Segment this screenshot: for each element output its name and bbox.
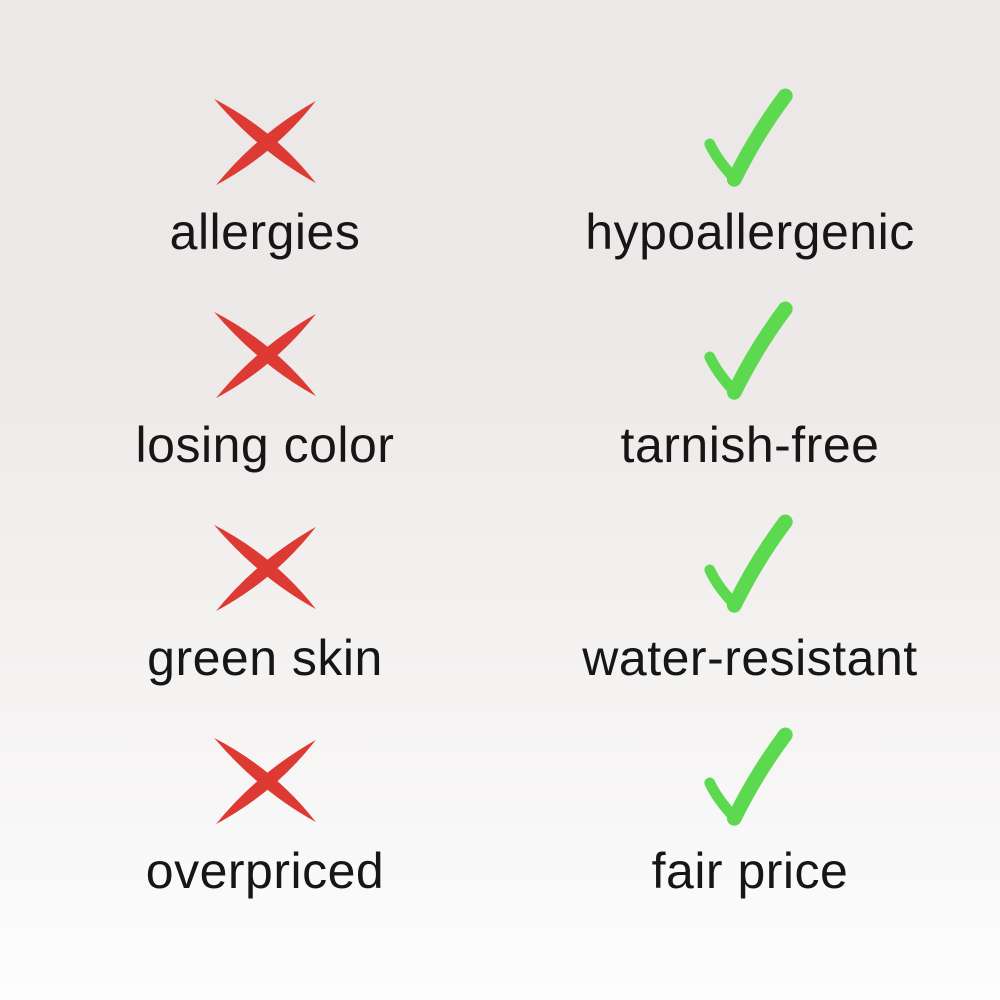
positive-item: water-resistant [500, 478, 1000, 691]
check-mark-icon [700, 299, 800, 411]
negative-item: overpriced [15, 691, 515, 904]
negative-label: overpriced [145, 843, 385, 899]
check-mark-icon [700, 512, 800, 624]
positive-item: hypoallergenic [500, 52, 1000, 265]
x-mark-icon [206, 86, 324, 198]
x-mark-icon [206, 299, 324, 411]
negative-item: losing color [15, 265, 515, 478]
positive-label: fair price [651, 843, 849, 899]
negative-label: allergies [169, 204, 361, 260]
negative-label: green skin [147, 630, 383, 686]
x-mark-icon [206, 725, 324, 837]
positive-label: tarnish-free [620, 417, 880, 473]
negative-item: green skin [15, 478, 515, 691]
positive-label: hypoallergenic [585, 204, 915, 260]
comparison-grid: allergies hypoallergenic losing color ta [15, 52, 1000, 904]
x-mark-icon [206, 512, 324, 624]
positive-item: fair price [500, 691, 1000, 904]
negative-item: allergies [15, 52, 515, 265]
check-mark-icon [700, 725, 800, 837]
positive-label: water-resistant [582, 630, 918, 686]
check-mark-icon [700, 86, 800, 198]
positive-item: tarnish-free [500, 265, 1000, 478]
negative-label: losing color [135, 417, 395, 473]
